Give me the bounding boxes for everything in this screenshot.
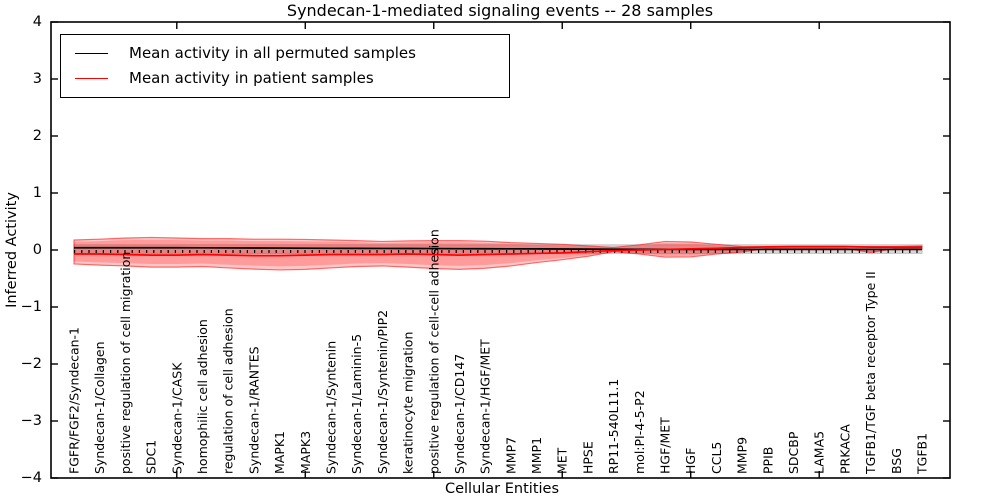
category-label: Syndecan-1/HGF/MET (478, 339, 493, 474)
category-label: MAPK1 (272, 431, 287, 474)
category-label: TGFB1/TGF beta receptor Type II (863, 271, 878, 475)
category-label: SDC1 (144, 440, 159, 474)
legend-label: Mean activity in all permuted samples (129, 43, 416, 62)
category-label: MMP1 (529, 437, 544, 474)
category-label: CCL5 (709, 442, 724, 474)
category-label: PPIB (760, 447, 775, 474)
category-label: Syndecan-1/CASK (169, 362, 184, 474)
category-label: HGF/MET (658, 417, 673, 474)
y-tick-label: 1 (33, 185, 42, 201)
category-label: SDCBP (786, 431, 801, 474)
category-label: positive regulation of cell-cell adhesio… (426, 229, 441, 474)
category-label: HPSE (580, 441, 595, 474)
y-tick-label: −1 (21, 299, 42, 315)
category-label: Syndecan-1/Syntenin (323, 341, 338, 474)
category-label: MET (555, 447, 570, 474)
y-tick-label: 2 (33, 128, 42, 144)
y-tick-label: −3 (21, 413, 42, 429)
legend-label: Mean activity in patient samples (129, 69, 374, 88)
category-label: Syndecan-1/Collagen (92, 341, 107, 474)
category-label: PRKACA (837, 424, 852, 474)
legend-entry: Mean activity in all permuted samples (75, 43, 509, 62)
legend-line-sample (75, 78, 108, 80)
legend: Mean activity in all permuted samples Mea… (60, 34, 510, 98)
category-label: RP11-540L11.1 (606, 379, 621, 474)
patient-mean-line (74, 245, 922, 257)
category-label: mol:PI-4-5-P2 (632, 390, 647, 474)
x-axis-label: Cellular Entities (444, 481, 560, 497)
category-label: TGFB1 (915, 433, 930, 475)
category-label: FGFR/FGF2/Syndecan-1 (67, 327, 82, 474)
y-axis-label: Inferred Activity (4, 192, 20, 308)
category-label: positive regulation of cell migration (118, 252, 133, 474)
category-label: homophilic cell adhesion (195, 319, 210, 474)
category-label: MAPK3 (298, 431, 313, 474)
legend-line-sample (75, 52, 108, 54)
category-label: LAMA5 (812, 431, 827, 474)
category-label: regulation of cell adhesion (221, 308, 236, 474)
y-tick-label: 4 (33, 14, 42, 30)
category-label: Syndecan-1/Laminin-5 (349, 334, 364, 474)
legend-entry: Mean activity in patient samples (75, 71, 509, 86)
y-tick-label: 0 (33, 242, 42, 258)
patient-samples-std-band-core (74, 239, 922, 267)
category-label: Syndecan-1/CD147 (452, 354, 467, 474)
y-tick-label: 3 (33, 71, 42, 87)
category-label: MMP7 (503, 437, 518, 474)
category-label: HGF (683, 448, 698, 474)
y-tick-label: −2 (21, 356, 42, 372)
permuted-mean-line (74, 246, 922, 251)
category-label: BSG (889, 448, 904, 474)
y-tick-label: −4 (21, 470, 42, 486)
category-label: Syndecan-1/RANTES (246, 346, 261, 474)
category-label: MMP9 (735, 437, 750, 474)
category-label: keratinocyte migration (401, 332, 416, 474)
chart-title: Syndecan-1-mediated signaling events -- … (286, 1, 714, 20)
category-label: Syndecan-1/Syntenin/PIP2 (375, 310, 390, 474)
